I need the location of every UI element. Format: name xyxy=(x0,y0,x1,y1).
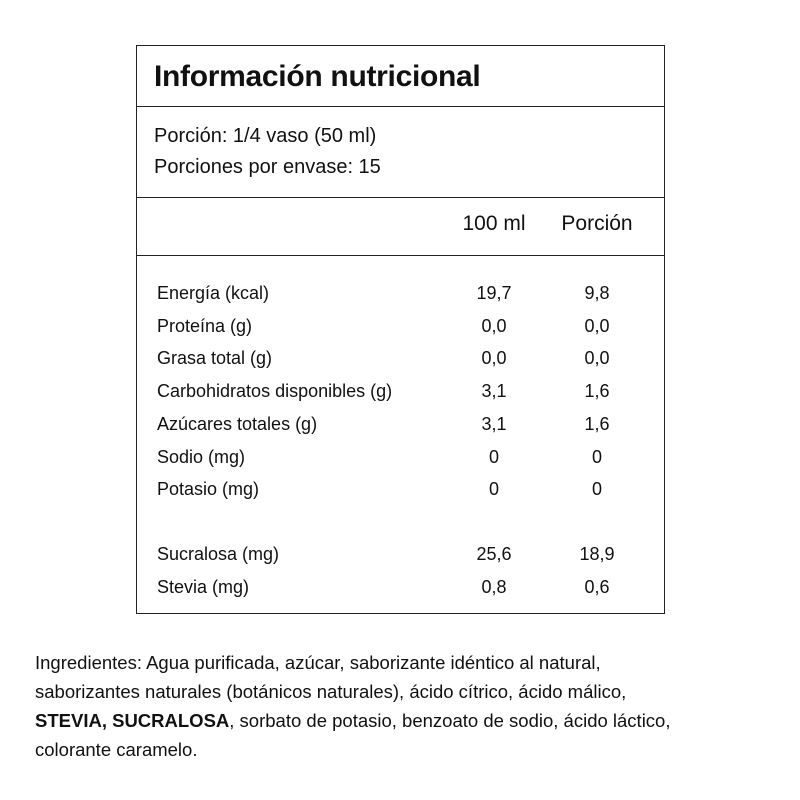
nutrient-name: Grasa total (g) xyxy=(157,348,273,369)
ingredients-line: Ingredientes: Agua purificada, azúcar, s… xyxy=(35,648,671,677)
label-title: Información nutricional xyxy=(154,60,481,93)
nutrient-value: 25,6 xyxy=(476,543,512,564)
nutrient-value: 1,6 xyxy=(584,381,610,402)
nutrient-value: 0,0 xyxy=(584,348,610,369)
nutrient-value: 9,8 xyxy=(584,283,610,303)
nutrient-name: Proteína (g) xyxy=(157,315,253,336)
ingredients-text: Ingredientes: Agua purificada, azúcar, s… xyxy=(35,652,601,673)
nutrient-name: Sucralosa (mg) xyxy=(157,543,280,564)
nutrient-value: 19,7 xyxy=(476,283,512,303)
nutrient-value: 0,8 xyxy=(481,576,507,597)
ingredients-text: saborizantes naturales (botánicos natura… xyxy=(35,681,627,702)
column-header: 100 ml xyxy=(462,212,526,235)
nutrient-value: 0,6 xyxy=(584,576,610,597)
nutrient-name: Energía (kcal) xyxy=(157,283,270,303)
nutrient-value: 0 xyxy=(488,479,500,500)
ingredients: Ingredientes: Agua purificada, azúcar, s… xyxy=(35,648,671,764)
nutrient-value: 3,1 xyxy=(481,413,507,434)
nutrient-value: 18,9 xyxy=(579,543,615,564)
nutrient-name: Stevia (mg) xyxy=(157,576,250,597)
ingredients-text: , sorbato de potasio, benzoato de sodio,… xyxy=(229,710,671,731)
ingredients-text: colorante caramelo. xyxy=(35,739,198,760)
ingredients-line: STEVIA, SUCRALOSA, sorbato de potasio, b… xyxy=(35,706,671,735)
portion-text: Porción: 1/4 vaso (50 ml) xyxy=(154,125,377,147)
column-header: Porción xyxy=(561,212,633,235)
portion-text: Porciones por envase: 15 xyxy=(154,156,381,178)
ingredients-line: colorante caramelo. xyxy=(35,735,671,764)
nutrient-value: 1,6 xyxy=(584,413,610,434)
nutrient-name: Azúcares totales (g) xyxy=(157,413,318,434)
ingredients-text: STEVIA, SUCRALOSA xyxy=(35,710,230,731)
nutrient-value: 0 xyxy=(591,479,603,500)
nutrition-label: Información nutricional Porción: 1/4 vas… xyxy=(136,45,665,614)
nutrient-value: 0 xyxy=(591,446,603,467)
nutrient-value: 0,0 xyxy=(584,315,610,336)
separator xyxy=(137,197,664,198)
nutrient-value: 0,0 xyxy=(481,315,507,336)
ingredients-line: saborizantes naturales (botánicos natura… xyxy=(35,677,671,706)
nutrient-name: Sodio (mg) xyxy=(157,446,246,467)
nutrient-name: Carbohidratos disponibles (g) xyxy=(157,381,393,402)
separator xyxy=(137,106,664,107)
nutrient-value: 0 xyxy=(488,446,500,467)
nutrient-value: 3,1 xyxy=(481,381,507,402)
nutrient-name: Potasio (mg) xyxy=(157,479,260,500)
nutrient-value: 0,0 xyxy=(481,348,507,369)
separator xyxy=(137,255,664,256)
